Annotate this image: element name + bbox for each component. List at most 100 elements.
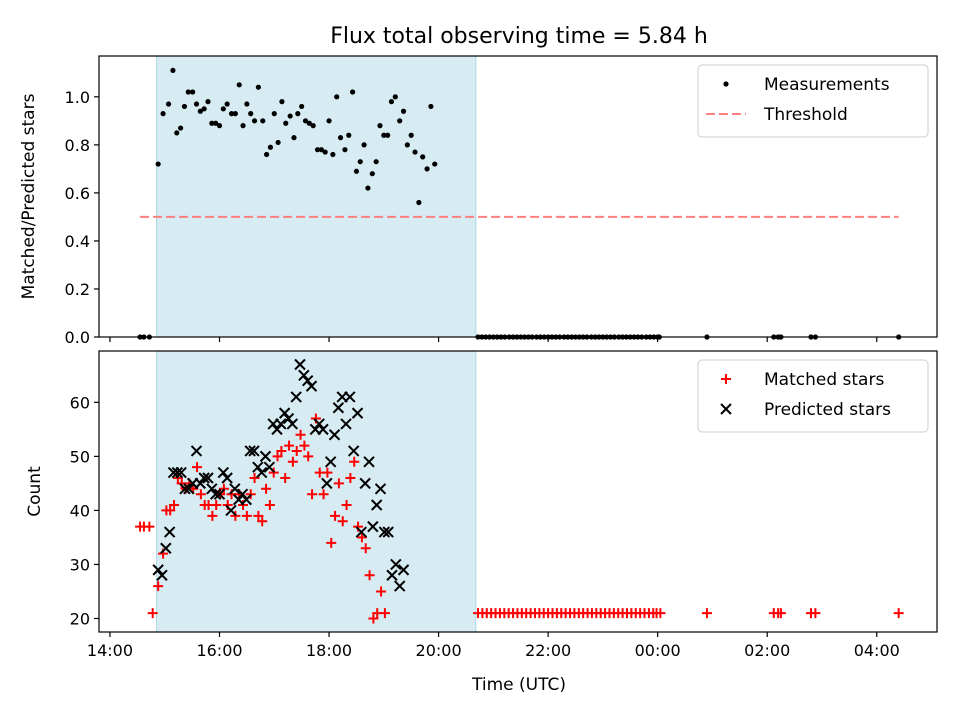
- predicted-stars-point: [324, 456, 337, 468]
- measurement-point: [404, 142, 410, 148]
- matched-stars-point: [893, 608, 904, 619]
- predicted-stars-point: [163, 526, 176, 538]
- legend-marker-matched: [721, 374, 731, 384]
- legend-marker-measurements: [723, 81, 729, 87]
- y-tick-label: 0.8: [65, 136, 90, 155]
- matched-stars-point: [775, 608, 786, 619]
- y-tick-label: 0.6: [65, 184, 90, 203]
- predicted-stars-point: [194, 477, 207, 490]
- observing-window-shade-top: [156, 55, 477, 338]
- measurement-point: [314, 147, 321, 153]
- predicted-stars-point: [255, 466, 268, 479]
- measurement-point: [264, 151, 270, 158]
- measurement-point: [392, 94, 398, 100]
- top-axes: 0.0 0.2 0.4 0.6 0.8 1.0: [65, 88, 878, 347]
- measurement-point: [377, 123, 383, 129]
- matched-stars-point: [299, 440, 310, 451]
- measurement-point: [213, 120, 219, 126]
- measurement-point: [279, 99, 285, 105]
- predicted-stars-point: [321, 477, 333, 490]
- predicted-stars-point: [286, 418, 299, 430]
- matched-stars-point: [253, 510, 264, 521]
- measurement-point: [190, 89, 196, 95]
- predicted-stars-point: [301, 375, 314, 387]
- measurement-point: [346, 132, 352, 138]
- matched-stars-point: [295, 429, 306, 440]
- measurement-point: [302, 118, 309, 124]
- y-tick-label: 40: [70, 501, 90, 520]
- x-tick-label: 22:00: [525, 641, 571, 660]
- matched-stars-point: [165, 505, 176, 516]
- matched-stars-point: [318, 489, 329, 500]
- matched-stars-point: [333, 478, 344, 489]
- measurement-point: [295, 111, 301, 117]
- measurement-point: [165, 101, 172, 107]
- matched-stars-point: [257, 516, 268, 527]
- predicted-stars-point: [374, 483, 387, 495]
- matched-stars-point: [144, 521, 155, 532]
- measurement-point: [275, 139, 281, 146]
- predicted-stars-point: [160, 542, 172, 554]
- legend-label: Matched stars: [764, 370, 884, 390]
- y-tick-label: 60: [70, 393, 90, 412]
- matched-stars-point: [341, 500, 352, 511]
- measurement-point: [220, 106, 226, 112]
- matched-stars-point: [655, 608, 666, 619]
- predicted-stars-point: [313, 418, 325, 430]
- predicted-stars-point: [351, 407, 364, 419]
- measurement-point: [400, 108, 407, 114]
- matched-stars-point: [360, 543, 371, 554]
- measurement-point: [251, 118, 258, 124]
- chart-title: Flux total observing time = 5.84 h: [330, 24, 708, 49]
- matched-stars-point: [153, 581, 164, 592]
- measurement-point: [330, 151, 336, 158]
- predicted-stars-point: [290, 391, 302, 403]
- predicted-stars-point: [229, 483, 241, 495]
- legend-label: Threshold: [763, 105, 848, 125]
- y-tick-label: 0.2: [65, 280, 90, 299]
- measurement-point: [248, 111, 254, 117]
- x-axis-label: Time (UTC): [471, 675, 566, 695]
- predicted-stars-point: [305, 380, 318, 392]
- matched-stars-point: [303, 451, 314, 462]
- matched-stars-point: [280, 472, 291, 483]
- measurement-point: [160, 111, 166, 117]
- predicted-stars-point: [378, 526, 391, 538]
- matched-stars-point: [307, 489, 318, 500]
- matched-stars-point: [349, 456, 360, 467]
- measurement-point: [170, 67, 176, 74]
- predicted-stars-point: [282, 412, 295, 425]
- bottom-legend: Matched stars Predicted stars: [697, 359, 929, 433]
- matched-stars-point: [241, 510, 252, 521]
- measurement-point: [318, 147, 324, 153]
- predicted-stars-point: [390, 558, 402, 571]
- measurement-point: [205, 99, 211, 105]
- predicted-stars-point: [221, 472, 233, 484]
- measurement-point: [310, 123, 316, 129]
- matched-stars-point: [322, 467, 333, 478]
- top-legend: Measurements Threshold: [697, 64, 929, 138]
- legend-box: [697, 359, 929, 433]
- measurement-point: [361, 142, 367, 148]
- x-tick-label: 16:00: [196, 641, 242, 660]
- predicted-stars-point: [332, 402, 345, 414]
- measurement-point: [334, 94, 340, 100]
- matched-stars-point: [345, 472, 356, 483]
- predicted-stars-point: [240, 493, 253, 506]
- matched-stars-point: [147, 608, 158, 619]
- top-panel: 0.0 0.2 0.4 0.6 0.8 1.0 Matched/Predicted sta…: [19, 55, 938, 347]
- measurement-point: [185, 89, 191, 95]
- predicted-stars-point: [370, 499, 383, 511]
- predicted-stars-point: [152, 564, 164, 576]
- measurement-point: [349, 89, 356, 95]
- predicted-stars-point: [206, 483, 218, 495]
- matched-stars-point: [701, 608, 712, 619]
- measurement-point: [267, 144, 274, 150]
- measurement-point: [428, 103, 434, 110]
- matched-stars-point: [810, 608, 821, 619]
- measurement-point: [357, 159, 363, 165]
- matched-stars-point: [379, 608, 390, 619]
- bottom-series-layer: [135, 358, 904, 624]
- matched-stars-point: [284, 440, 295, 451]
- x-tick-label: 02:00: [744, 641, 790, 660]
